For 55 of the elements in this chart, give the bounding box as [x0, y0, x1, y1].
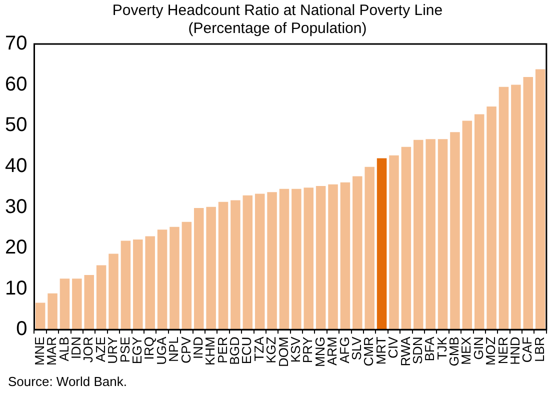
bar [486, 106, 496, 330]
bar [498, 86, 509, 330]
bar [157, 230, 168, 330]
bar [170, 226, 180, 330]
bar [48, 293, 58, 330]
y-tick-label: 30 [4, 196, 28, 218]
y-tick-label: 10 [4, 277, 28, 300]
bar [230, 200, 240, 330]
bar [316, 186, 326, 330]
bar [389, 155, 399, 330]
bar [474, 114, 484, 330]
bar [206, 206, 216, 330]
text: (Percentage of Population) [188, 20, 367, 38]
bar [279, 188, 290, 330]
bar [145, 236, 155, 330]
bar [242, 195, 253, 330]
bar [438, 139, 448, 330]
bar [535, 69, 546, 330]
bar [133, 239, 143, 330]
bar [108, 254, 118, 330]
bar [462, 120, 472, 330]
bar [267, 192, 277, 330]
x-tick-label: MNE [32, 336, 47, 366]
bar [401, 146, 412, 330]
bar [194, 208, 204, 330]
x-tick-label: IRQ [142, 336, 157, 360]
text: Poverty Headcount Ratio at National Poverty Line [112, 2, 443, 20]
y-tick-label: 40 [4, 154, 28, 177]
bar [60, 278, 70, 330]
bar [120, 240, 131, 330]
y-tick-label: 20 [4, 236, 28, 259]
bar [376, 158, 387, 330]
bar [340, 182, 350, 330]
bar [304, 188, 314, 330]
bar [96, 265, 106, 330]
bar [364, 166, 374, 330]
y-tick-label: 70 [4, 32, 28, 55]
source-note: Source: World Bank. [8, 374, 127, 389]
y-tick-label: 0 [16, 318, 28, 340]
bar [426, 139, 436, 330]
bar [292, 188, 302, 330]
bar [35, 302, 46, 330]
bar [328, 184, 338, 330]
bar [352, 176, 362, 330]
bar [84, 274, 94, 330]
bar [218, 202, 228, 330]
bar [72, 278, 82, 330]
bar [450, 132, 460, 330]
y-tick-label: 60 [4, 73, 28, 96]
bar [414, 140, 424, 330]
bar [511, 84, 521, 330]
bar [182, 222, 192, 330]
y-tick-label: 50 [4, 114, 28, 136]
bar [523, 77, 534, 330]
bar [254, 194, 265, 330]
